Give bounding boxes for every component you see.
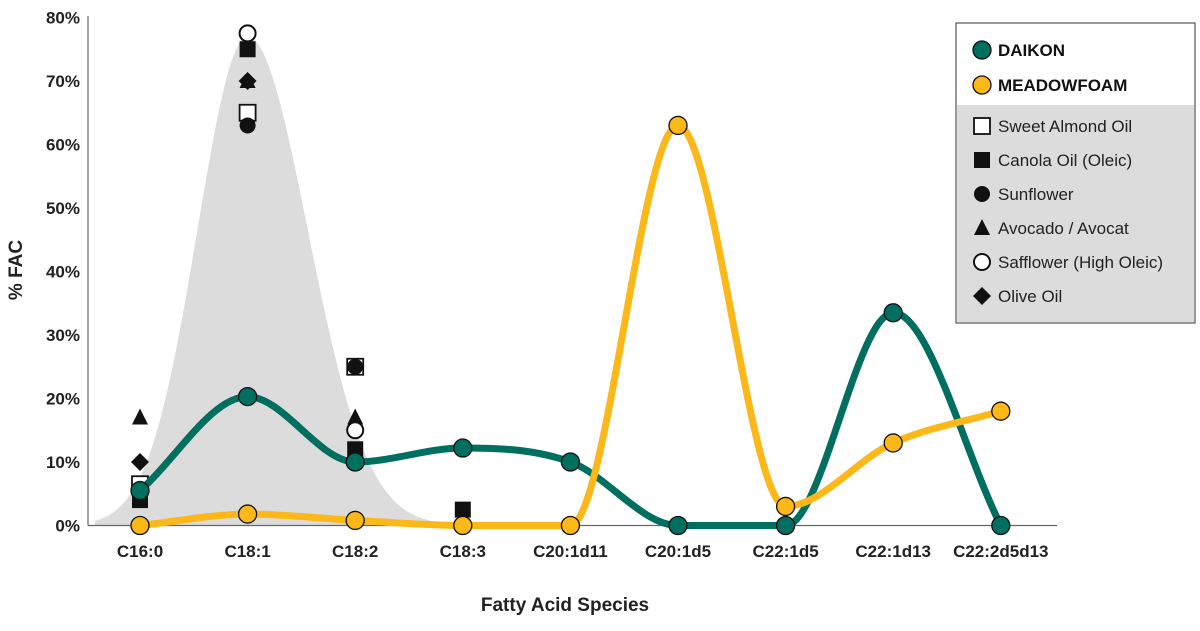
- ref-marker-avocado-avocat: [347, 408, 364, 425]
- x-tick-label: C22:1d13: [855, 542, 931, 561]
- series-point-meadowfoam: [775, 496, 796, 517]
- y-tick-label: 50%: [46, 199, 80, 218]
- ref-marker-safflower-high-oleic: [346, 421, 365, 440]
- legend-marker-sweet-almond-oil: [973, 117, 991, 135]
- series-point-meadowfoam: [560, 515, 581, 536]
- series-point-meadowfoam: [237, 504, 258, 524]
- ref-marker-safflower-high-oleic: [238, 24, 257, 43]
- x-tick-labels: C16:0 C18:1 C18:2 C18:3 C20:1d11 C20:1d5 C22:1…: [117, 542, 1049, 561]
- series-point-meadowfoam: [453, 515, 473, 536]
- series-line-meadowfoam: [136, 122, 1005, 530]
- series-point-daikon: [991, 515, 1011, 536]
- y-tick-label: 0%: [55, 517, 80, 536]
- legend-marker-daikon: [972, 40, 992, 60]
- legend-marker-safflower-high-oleic: [973, 253, 991, 271]
- series-point-daikon: [883, 303, 903, 323]
- series-point-daikon: [560, 452, 581, 472]
- legend-marker-olive-oil: [973, 287, 991, 305]
- legend-items: DAIKON MEADOWFOAM Sweet Almond Oil Canola O…: [972, 40, 1163, 306]
- x-tick-label: C20:1d11: [533, 542, 608, 561]
- ref-marker-canola-oil-oleic: [239, 41, 256, 58]
- series-point-daikon: [668, 515, 688, 536]
- series-point-daikon: [453, 438, 473, 458]
- legend-marker-meadowfoam: [972, 75, 992, 95]
- ref-marker-sunflower: [239, 117, 256, 134]
- legend-marker-avocado-avocat: [974, 219, 990, 235]
- series-point-daikon: [345, 452, 365, 472]
- x-tick-label: C18:1: [224, 542, 270, 561]
- y-tick-label: 10%: [46, 453, 80, 472]
- y-tick-label: 30%: [46, 326, 80, 345]
- x-tick-label: C16:0: [117, 542, 163, 561]
- background-band-layer: [95, 36, 560, 526]
- y-tick-label: 20%: [46, 390, 80, 409]
- ref-marker-olive-oil: [238, 72, 257, 90]
- ref-marker-olive-oil: [131, 453, 149, 471]
- y-tick-label: 40%: [46, 263, 80, 282]
- y-tick-label: 80%: [46, 9, 80, 28]
- x-tick-label: C18:3: [440, 542, 486, 561]
- series-point-daikon: [130, 480, 150, 501]
- legend: DAIKON MEADOWFOAM Sweet Almond Oil Canola O…: [955, 22, 1196, 324]
- legend-reference-panel: [957, 105, 1194, 322]
- series-point-meadowfoam: [991, 401, 1011, 421]
- series-point-meadowfoam: [883, 433, 903, 453]
- series-layer: [130, 115, 1011, 536]
- y-tick-labels: 0% 10% 20% 30% 40% 50% 60% 70% 80%: [46, 9, 80, 536]
- y-tick-label: 60%: [46, 136, 80, 155]
- legend-label-sweet-almond-oil: Sweet Almond Oil: [998, 117, 1132, 136]
- y-tick-label: 70%: [46, 72, 80, 91]
- x-axis-title: Fatty Acid Species: [481, 595, 649, 616]
- legend-marker-canola-oil-oleic: [974, 152, 990, 168]
- legend-label-canola-oil-oleic: Canola Oil (Oleic): [998, 151, 1132, 170]
- y-axis-title: % FAC: [6, 240, 27, 300]
- x-tick-label: C18:2: [332, 542, 378, 561]
- series-point-meadowfoam: [345, 510, 365, 531]
- legend-label-avocado-avocat: Avocado / Avocat: [998, 219, 1129, 238]
- x-tick-label: C20:1d5: [645, 542, 711, 561]
- ref-marker-sunflower: [347, 358, 364, 375]
- legend-label-daikon: DAIKON: [998, 41, 1065, 60]
- legend-marker-sunflower: [974, 186, 990, 202]
- series-point-daikon: [237, 386, 258, 407]
- legend-label-safflower-high-oleic: Safflower (High Oleic): [998, 253, 1163, 272]
- legend-label-sunflower: Sunflower: [998, 185, 1074, 204]
- x-tick-label: C22:2d5d13: [953, 542, 1048, 561]
- ref-marker-avocado-avocat: [132, 408, 148, 425]
- ref-marker-canola-oil-oleic: [454, 501, 471, 518]
- x-tick-label: C22:1d5: [753, 542, 819, 561]
- series-point-daikon: [775, 515, 796, 536]
- legend-label-olive-oil: Olive Oil: [998, 287, 1062, 306]
- series-point-meadowfoam: [668, 115, 688, 136]
- series-point-meadowfoam: [130, 515, 150, 536]
- legend-label-meadowfoam: MEADOWFOAM: [998, 76, 1127, 95]
- background-band: [95, 36, 560, 526]
